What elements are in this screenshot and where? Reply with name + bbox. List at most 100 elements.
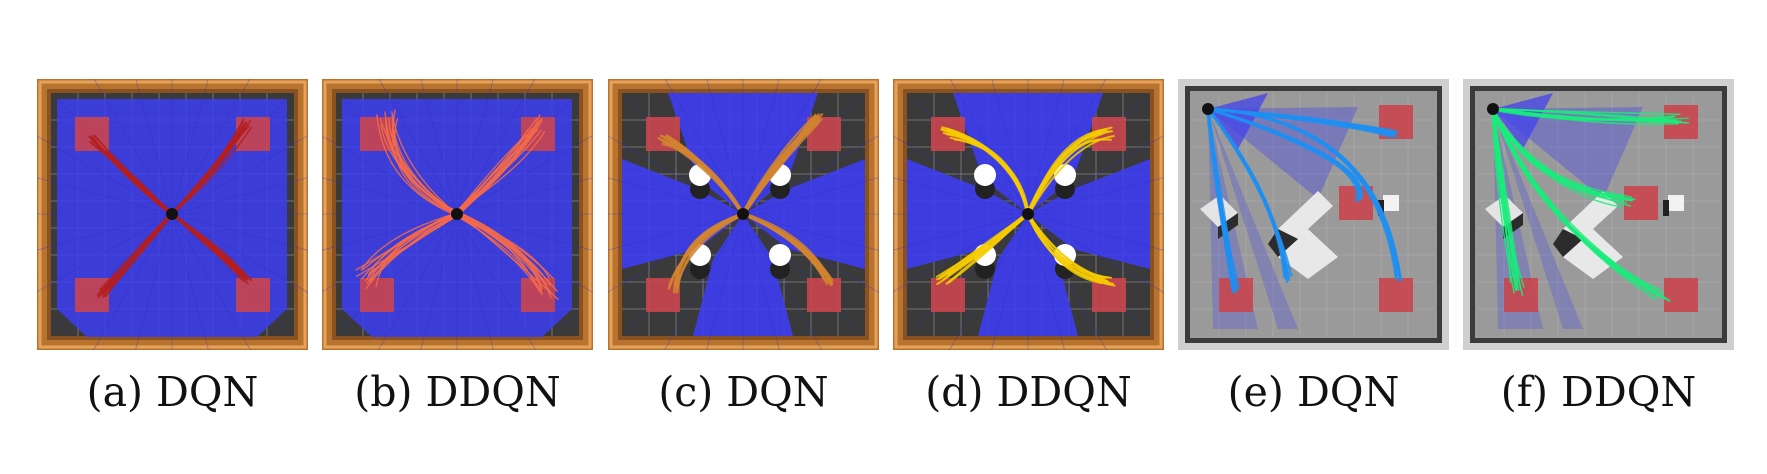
laser-ray [949, 213, 1029, 350]
laser-ray [378, 79, 458, 215]
trajectory-line [742, 212, 834, 282]
laser-ray [456, 177, 593, 215]
robot-marker [1487, 103, 1499, 115]
laser-ray [742, 79, 780, 215]
laser-ray [608, 213, 744, 251]
laser-ray [949, 79, 1029, 215]
trajectory-line [102, 213, 173, 294]
laser-ray [706, 213, 744, 350]
trajectory-line [457, 213, 558, 292]
panel-d [893, 79, 1164, 350]
laser-ray [37, 213, 173, 251]
caption-b: (b) DDQN [354, 368, 561, 416]
panel-e [1178, 79, 1449, 350]
trajectory-line [1207, 107, 1235, 293]
trajectory-line [675, 213, 745, 289]
laser-ray [742, 213, 822, 350]
wood-frame-highlight [894, 80, 1163, 349]
trajectory-line [454, 129, 539, 213]
trajectory-line [376, 114, 457, 217]
trajectory-line [457, 117, 538, 214]
trajectory-line [945, 127, 1031, 217]
trajectory-line [1492, 108, 1525, 288]
laser-scan-region [1493, 107, 1643, 199]
trajectory-line [1207, 107, 1398, 281]
laser-ray [664, 213, 744, 350]
trajectory-line [454, 214, 541, 292]
l-block-obstacle [1278, 191, 1338, 279]
trajectory-line [171, 122, 248, 214]
laser-ray [893, 213, 1029, 293]
goal-square [1664, 278, 1698, 312]
laser-ray [742, 213, 780, 350]
trajectory-line [1491, 106, 1679, 125]
laser-ray [171, 213, 308, 251]
laser-ray [171, 135, 308, 215]
trajectory-line [1027, 128, 1107, 216]
trajectory-line [1207, 108, 1362, 197]
panel-c [608, 79, 879, 350]
laser-ray [93, 213, 173, 350]
goal-square [1379, 278, 1413, 312]
laser-ray [37, 135, 173, 215]
laser-ray [608, 177, 744, 215]
laser-scan-region [1208, 109, 1298, 329]
laser-ray [378, 213, 458, 350]
robot-marker [166, 208, 178, 220]
laser-scan-region [1208, 107, 1358, 199]
robot-marker [451, 208, 463, 220]
laser-ray [171, 177, 308, 215]
wood-frame-highlight [323, 80, 592, 349]
trajectory-line [384, 111, 457, 215]
goal-square [236, 278, 270, 312]
panel-a-image [37, 79, 308, 350]
panel-e-image [1178, 79, 1449, 350]
laser-ray [893, 213, 1029, 251]
laser-ray [1027, 213, 1065, 350]
trajectory-line [170, 213, 249, 281]
robot-marker [1022, 208, 1034, 220]
trajectory-line [457, 211, 543, 296]
trajectory-line [943, 212, 1028, 281]
cylinder-obstacle [974, 164, 996, 186]
panel-b [322, 79, 593, 350]
laser-scan-region [1493, 93, 1553, 149]
trajectory-line [170, 127, 247, 216]
laser-ray [93, 79, 173, 215]
laser-ray [742, 135, 879, 215]
cylinder-obstacle [769, 244, 791, 266]
cube-shadow [1663, 200, 1669, 216]
laser-ray [322, 177, 458, 215]
laser-ray [135, 213, 173, 350]
trajectory-line [457, 213, 539, 280]
caption-a: (a) DQN [86, 368, 259, 416]
trajectory-line [388, 117, 459, 216]
trajectory-line [1206, 107, 1287, 277]
caption-d: (d) DDQN [925, 368, 1132, 416]
caption-c: (c) DQN [658, 368, 829, 416]
laser-ray [706, 79, 744, 215]
trajectory-line [1491, 106, 1520, 291]
laser-scan-region [1493, 109, 1583, 329]
trajectory-line [742, 116, 821, 216]
trajectory-line [369, 213, 460, 274]
laser-ray [37, 177, 173, 215]
laser-ray [456, 135, 593, 215]
laser-ray [1027, 135, 1164, 215]
laser-ray [742, 177, 879, 215]
laser-ray [322, 213, 458, 251]
panel-b-image [322, 79, 593, 350]
robot-marker [737, 208, 749, 220]
trajectory-line [1491, 107, 1671, 302]
laser-ray [171, 79, 209, 215]
laser-ray [171, 213, 209, 350]
laser-ray [456, 213, 593, 251]
laser-ray [135, 79, 173, 215]
trajectory-line [659, 137, 745, 215]
wood-frame-highlight [609, 80, 878, 349]
trajectory-line [1491, 109, 1675, 121]
trajectory-line [391, 111, 459, 216]
panel-f [1463, 79, 1734, 350]
laser-ray [893, 177, 1029, 215]
laser-ray [1027, 79, 1065, 215]
